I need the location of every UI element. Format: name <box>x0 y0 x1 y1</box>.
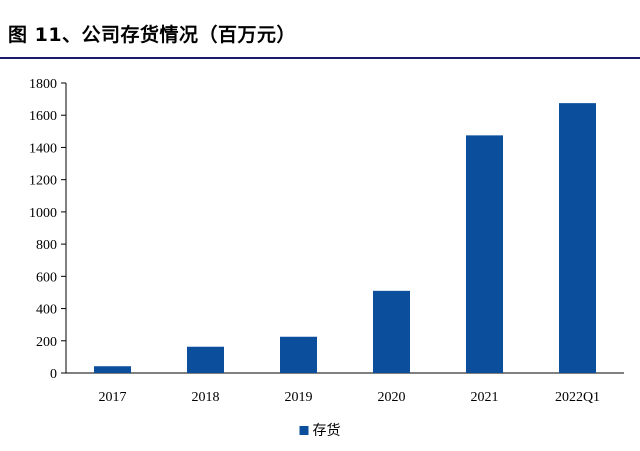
bar-2020 <box>373 290 410 373</box>
y-tick-label: 400 <box>36 303 57 318</box>
x-tick-label: 2017 <box>99 390 127 405</box>
bar-2018 <box>187 346 224 373</box>
x-tick-label: 2020 <box>378 390 406 405</box>
figure-title: 图 11、公司存货情况（百万元） <box>8 24 297 46</box>
bar-2019 <box>280 336 317 373</box>
y-tick-label: 1200 <box>29 174 57 189</box>
legend-label: 存货 <box>313 422 341 439</box>
bar-2017 <box>94 366 131 373</box>
y-tick-label: 200 <box>36 335 57 350</box>
y-tick-label: 1600 <box>29 109 57 124</box>
title-divider <box>0 57 640 59</box>
x-tick-label: 2022Q1 <box>555 390 600 405</box>
y-tick-label: 0 <box>50 367 57 382</box>
y-tick-label: 800 <box>36 238 57 253</box>
y-tick-label: 600 <box>36 270 57 285</box>
legend-swatch <box>299 426 309 435</box>
x-tick-label: 2021 <box>471 390 499 405</box>
bar-2022Q1 <box>559 103 596 373</box>
bar-2021 <box>466 135 503 373</box>
x-tick-label: 2019 <box>285 390 313 405</box>
bar-chart: 0 200 400 600 800 1000 1200 1400 1600 1800 2017 201… <box>29 77 624 439</box>
y-tick-label: 1000 <box>29 206 57 221</box>
y-tick-label: 1800 <box>29 77 57 92</box>
x-tick-label: 2018 <box>192 390 220 405</box>
y-tick-label: 1400 <box>29 141 57 156</box>
